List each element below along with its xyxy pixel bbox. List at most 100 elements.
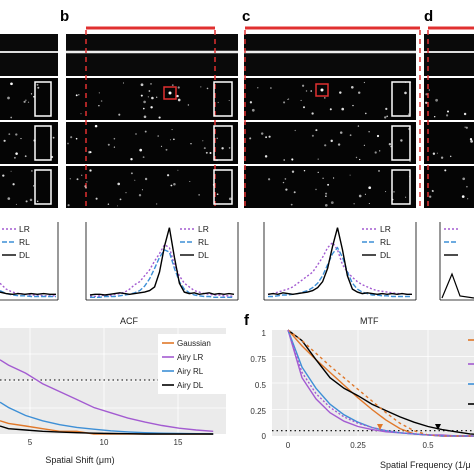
acf-airy-lr-line	[0, 359, 214, 432]
bead-speckle	[148, 90, 151, 92]
bead-speckle	[25, 200, 28, 203]
bead-speckle	[89, 151, 92, 154]
bead-speckle	[206, 87, 209, 90]
acf-legend: Gaussian Airy LR Airy RL Airy DL	[158, 334, 226, 394]
bead-speckle	[368, 131, 370, 133]
profile-plot-b: LR RL DL	[85, 222, 239, 301]
bead-speckle	[385, 107, 388, 111]
bead-speckle	[465, 126, 468, 129]
bead-speckle	[107, 143, 110, 146]
bead-speckle	[315, 129, 318, 132]
bead-speckle	[23, 100, 26, 103]
bead-speckle	[10, 116, 13, 119]
bead-speckle	[177, 169, 179, 171]
panel-letter-c: c	[242, 8, 251, 25]
bead-speckle	[89, 169, 92, 172]
bead-speckle	[440, 156, 444, 159]
bead-speckle	[198, 194, 200, 196]
bead-speckle	[118, 113, 121, 116]
bead-speckle	[368, 186, 372, 190]
bead-speckle	[8, 133, 11, 136]
bead-speckle	[15, 203, 17, 205]
bead-speckle	[470, 140, 473, 143]
bead-speckle	[15, 152, 18, 155]
bead-speckle	[287, 98, 289, 100]
bead-speckle	[139, 148, 143, 152]
mtf-ytick-075: 0.75	[250, 355, 266, 364]
profile-b-rl-line	[90, 249, 234, 298]
bead-speckle	[165, 148, 168, 151]
bead-speckle	[143, 100, 146, 104]
bead-speckle	[135, 133, 137, 135]
profile-plots: LR RL DL LR RL DL LR RL	[0, 222, 474, 301]
profile-b-lr-line	[90, 243, 235, 298]
bead-speckle	[142, 156, 145, 159]
bead-speckle	[113, 137, 116, 140]
bead-speckle	[177, 98, 181, 102]
bead-speckle	[158, 116, 161, 119]
bead-speckle	[84, 185, 87, 188]
bead-speckle	[391, 198, 394, 201]
mtf-xtick-0: 0	[286, 441, 291, 450]
bead-speckle	[404, 91, 407, 95]
legend-dl-label-b: DL	[198, 250, 209, 260]
bead-speckle	[130, 158, 133, 161]
bead-speckle	[358, 194, 362, 198]
acf-xlabel: Spatial Shift (μm)	[45, 455, 114, 465]
bead-speckle	[187, 104, 190, 106]
bead-speckle	[171, 84, 174, 86]
bead-speckle	[3, 139, 6, 142]
legend-lr-label-c: LR	[380, 224, 391, 234]
bead-speckle	[428, 89, 430, 91]
bead-speckle	[461, 195, 465, 198]
bead-speckle	[433, 115, 436, 118]
bead-speckle	[203, 147, 206, 150]
legend-dl-label-left: DL	[19, 250, 30, 260]
bead-speckle	[228, 147, 231, 149]
bead-speckle	[409, 81, 412, 83]
bead-speckle	[363, 81, 366, 84]
bead-speckle	[134, 179, 136, 181]
bead-speckle	[212, 184, 215, 186]
bead-speckle	[349, 134, 352, 137]
roi-box-c	[315, 83, 329, 97]
bead-speckle	[12, 183, 15, 186]
bead-speckle	[173, 138, 175, 141]
bead-speckle	[388, 142, 392, 146]
bead-speckle	[432, 152, 436, 155]
bead-speckle	[52, 136, 55, 139]
bead-speckle	[265, 136, 267, 139]
mtf-xtick-025: 0.25	[350, 441, 366, 450]
bead-speckle	[384, 116, 387, 119]
bead-speckle	[462, 177, 466, 181]
bead-speckle	[98, 92, 100, 94]
profile-b-dl-line	[89, 227, 235, 296]
bead-speckle	[117, 182, 121, 186]
bead-speckle	[425, 101, 428, 104]
bead-speckle	[10, 170, 12, 172]
bead-speckle	[107, 203, 110, 205]
bead-speckle	[386, 115, 389, 118]
bead-speckle	[357, 91, 361, 94]
bead-speckle	[260, 132, 264, 135]
acf-legend-gaussian: Gaussian	[177, 339, 211, 348]
bead-speckle	[288, 98, 290, 100]
bead-speckle	[400, 139, 403, 142]
bead-speckle	[379, 150, 381, 152]
bead-speckle	[291, 158, 294, 161]
bead-speckle	[363, 144, 365, 146]
bead-speckle	[251, 108, 255, 112]
mtf-xtick-05: 0.5	[422, 441, 434, 450]
bead-speckle	[378, 169, 380, 172]
mtf-chart: 1 0.75 0.5 0.25 0 0 0.25 0.5 Spatial Fre…	[250, 329, 474, 470]
bead-speckle	[463, 112, 467, 116]
bead-speckle	[368, 202, 370, 205]
bead-speckle	[156, 96, 158, 98]
bead-speckle	[407, 113, 410, 115]
bead-speckle	[141, 189, 143, 191]
bead-speckle	[138, 194, 142, 197]
roi-box-b	[163, 86, 177, 100]
bead-speckle	[376, 134, 380, 138]
bead-speckle	[283, 159, 286, 161]
bead-speckle	[176, 94, 179, 98]
